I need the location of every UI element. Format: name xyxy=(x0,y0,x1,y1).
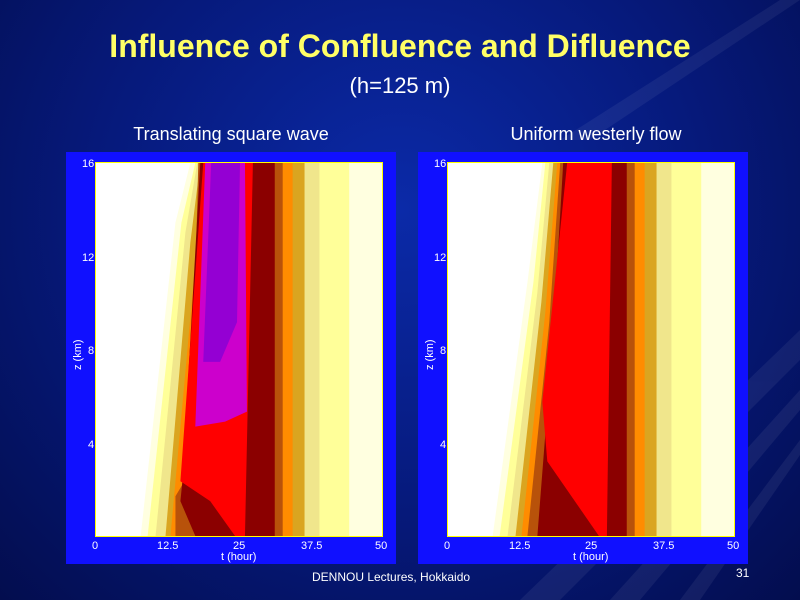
y-axis-label: z (km) xyxy=(424,339,436,370)
page-number: 31 xyxy=(736,566,750,580)
panel-1-plot-frame: 16 12 8 4 z (km) 0 12.5 25 37.5 50 t (ho… xyxy=(66,152,396,564)
x-tick-37-5: 37.5 xyxy=(653,540,675,552)
x-tick-0: 0 xyxy=(92,540,99,552)
y-tick-16: 16 xyxy=(434,158,447,170)
x-tick-0: 0 xyxy=(444,540,451,552)
panel-2-plot-frame: 16 12 8 4 z (km) 0 12.5 25 37.5 50 t (ho… xyxy=(418,152,748,564)
contour-level-8 xyxy=(542,163,612,536)
slide-title: Influence of Confluence and Difluence xyxy=(109,28,691,64)
x-tick-25: 25 xyxy=(233,540,246,552)
panel-1-contour-plot xyxy=(95,162,383,537)
x-axis-label: t (hour) xyxy=(221,551,257,563)
slide-subtitle: (h=125 m) xyxy=(349,73,451,98)
x-axis-label: t (hour) xyxy=(573,551,609,563)
x-tick-12-5: 12.5 xyxy=(509,540,531,552)
y-axis-label: z (km) xyxy=(72,339,84,370)
y-tick-8: 8 xyxy=(88,345,95,357)
panel-2-contour-plot xyxy=(447,162,735,537)
contour-level-10 xyxy=(203,163,240,362)
y-tick-12: 12 xyxy=(82,252,95,264)
y-tick-4: 4 xyxy=(440,439,447,451)
panel-2-title: Uniform westerly flow xyxy=(510,124,682,144)
x-tick-37-5: 37.5 xyxy=(301,540,323,552)
x-tick-12-5: 12.5 xyxy=(157,540,179,552)
x-tick-50: 50 xyxy=(375,540,388,552)
panel-1-title: Translating square wave xyxy=(133,124,329,144)
y-tick-12: 12 xyxy=(434,252,447,264)
slide-footer: DENNOU Lectures, Hokkaido xyxy=(312,570,471,584)
y-tick-16: 16 xyxy=(82,158,95,170)
x-tick-25: 25 xyxy=(585,540,598,552)
x-tick-50: 50 xyxy=(727,540,740,552)
y-tick-8: 8 xyxy=(440,345,447,357)
y-tick-4: 4 xyxy=(88,439,95,451)
